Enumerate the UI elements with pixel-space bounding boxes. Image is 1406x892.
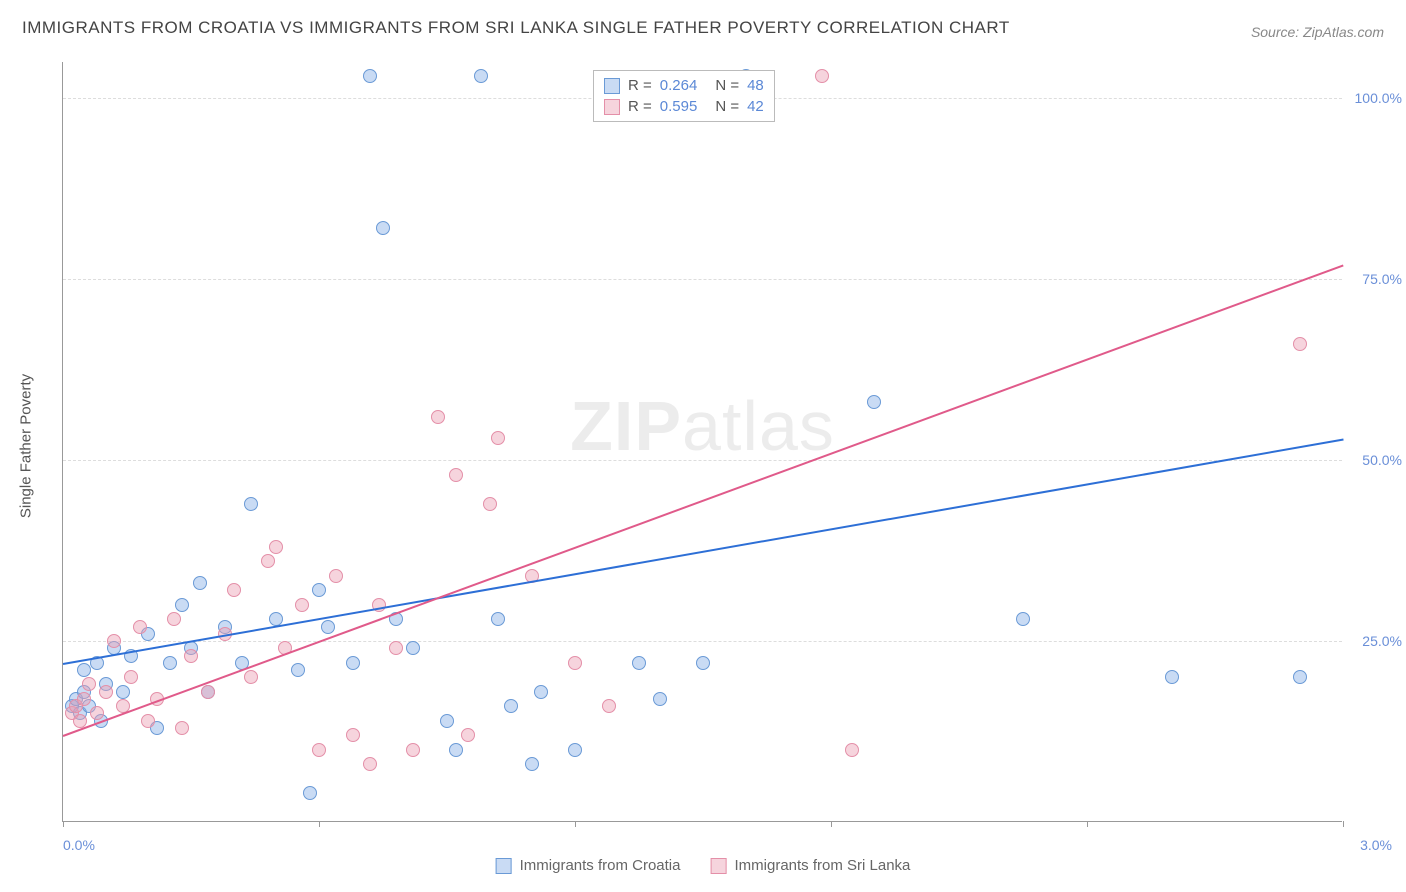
stats-legend: R =0.264 N =48 R =0.595 N =42 (593, 70, 775, 122)
x-tick-label: 0.0% (63, 837, 95, 853)
scatter-point (193, 576, 207, 590)
scatter-point (269, 540, 283, 554)
x-tick (63, 821, 64, 827)
scatter-point (312, 583, 326, 597)
x-tick (1343, 821, 1344, 827)
scatter-point (867, 395, 881, 409)
x-tick (831, 821, 832, 827)
scatter-point (1016, 612, 1030, 626)
stats-row: R =0.264 N =48 (604, 75, 764, 96)
scatter-point (321, 620, 335, 634)
legend-swatch (496, 858, 512, 874)
scatter-point (449, 468, 463, 482)
legend-item: Immigrants from Croatia (496, 857, 681, 874)
y-tick-label: 50.0% (1347, 452, 1402, 468)
scatter-point (184, 649, 198, 663)
scatter-point (449, 743, 463, 757)
scatter-point (406, 641, 420, 655)
scatter-point (389, 641, 403, 655)
scatter-point (431, 410, 445, 424)
x-tick (575, 821, 576, 827)
scatter-point (474, 69, 488, 83)
scatter-point (303, 786, 317, 800)
scatter-point (133, 620, 147, 634)
watermark: ZIPatlas (570, 386, 835, 466)
scatter-point (227, 583, 241, 597)
scatter-point (376, 221, 390, 235)
scatter-point (116, 685, 130, 699)
scatter-point (1293, 670, 1307, 684)
scatter-point (107, 634, 121, 648)
x-tick (319, 821, 320, 827)
scatter-point (346, 728, 360, 742)
gridline (63, 279, 1342, 280)
x-tick-label: 3.0% (1360, 837, 1392, 853)
scatter-point (568, 743, 582, 757)
scatter-point (483, 497, 497, 511)
scatter-point (77, 663, 91, 677)
stats-row: R =0.595 N =42 (604, 96, 764, 117)
scatter-point (124, 670, 138, 684)
scatter-point (201, 685, 215, 699)
legend-swatch (604, 99, 620, 115)
scatter-point (696, 656, 710, 670)
plot-area: ZIPatlas R =0.264 N =48 R =0.595 N =42 2… (62, 62, 1342, 822)
scatter-point (77, 692, 91, 706)
legend-label: Immigrants from Sri Lanka (734, 857, 910, 874)
y-tick-label: 75.0% (1347, 271, 1402, 287)
scatter-point (845, 743, 859, 757)
scatter-point (525, 757, 539, 771)
scatter-point (363, 69, 377, 83)
scatter-point (175, 598, 189, 612)
y-axis-title: Single Father Poverty (18, 374, 35, 518)
scatter-point (295, 598, 309, 612)
y-tick-label: 25.0% (1347, 633, 1402, 649)
scatter-point (491, 431, 505, 445)
gridline (63, 460, 1342, 461)
scatter-point (461, 728, 475, 742)
scatter-point (261, 554, 275, 568)
scatter-point (568, 656, 582, 670)
legend-swatch (710, 858, 726, 874)
scatter-point (534, 685, 548, 699)
bottom-legend: Immigrants from Croatia Immigrants from … (496, 857, 911, 874)
scatter-point (602, 699, 616, 713)
scatter-point (90, 706, 104, 720)
source-attribution: Source: ZipAtlas.com (1251, 24, 1384, 40)
scatter-point (504, 699, 518, 713)
scatter-point (163, 656, 177, 670)
scatter-point (175, 721, 189, 735)
legend-item: Immigrants from Sri Lanka (710, 857, 910, 874)
chart-title: IMMIGRANTS FROM CROATIA VS IMMIGRANTS FR… (22, 18, 1010, 38)
scatter-point (167, 612, 181, 626)
scatter-point (632, 656, 646, 670)
x-tick (1087, 821, 1088, 827)
scatter-point (141, 714, 155, 728)
scatter-point (99, 685, 113, 699)
scatter-point (406, 743, 420, 757)
scatter-point (1165, 670, 1179, 684)
scatter-point (363, 757, 377, 771)
legend-label: Immigrants from Croatia (520, 857, 681, 874)
scatter-point (440, 714, 454, 728)
legend-swatch (604, 78, 620, 94)
scatter-point (312, 743, 326, 757)
scatter-point (1293, 337, 1307, 351)
scatter-point (329, 569, 343, 583)
scatter-point (491, 612, 505, 626)
scatter-point (346, 656, 360, 670)
y-tick-label: 100.0% (1347, 90, 1402, 106)
scatter-point (653, 692, 667, 706)
trend-line (63, 438, 1343, 664)
scatter-point (815, 69, 829, 83)
scatter-point (244, 497, 258, 511)
gridline (63, 641, 1342, 642)
scatter-point (82, 677, 96, 691)
scatter-point (291, 663, 305, 677)
scatter-point (244, 670, 258, 684)
